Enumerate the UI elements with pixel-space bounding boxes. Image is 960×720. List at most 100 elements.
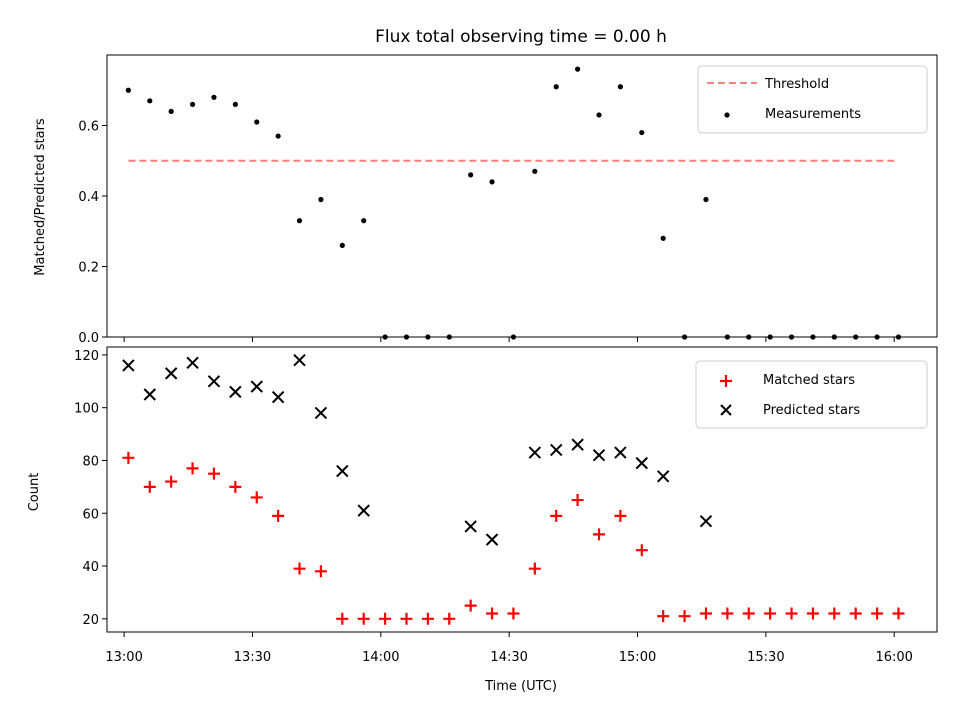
measurement-point: [189, 101, 196, 107]
measurement-point: [403, 334, 410, 340]
predicted-star-point: [550, 443, 563, 457]
matched-star-point: [593, 528, 606, 541]
y-tick-label: 120: [74, 349, 99, 364]
matched-star-point: [314, 565, 327, 578]
measurement-point: [446, 334, 452, 340]
measurement-point: [232, 101, 238, 107]
y-tick-label: 0.4: [78, 190, 99, 205]
matched-star-point: [699, 607, 712, 620]
legend-matched-label: Matched stars: [763, 373, 855, 388]
matched-star-point: [272, 509, 285, 522]
predicted-star-point: [656, 470, 670, 483]
matched-star-point: [207, 467, 220, 480]
predicted-star-point: [293, 353, 306, 367]
x-tick-label: 14:30: [490, 650, 527, 665]
y-tick-label: 100: [74, 402, 99, 417]
x-tick-label: 13:30: [234, 650, 271, 665]
matched-star-point: [143, 480, 156, 493]
predicted-star-point: [699, 514, 713, 528]
matched-star-point: [250, 491, 263, 504]
matched-star-point: [550, 509, 563, 522]
plot-frame: [106, 346, 938, 633]
matched-star-point: [464, 599, 477, 612]
matched-star-point: [507, 607, 520, 620]
matched-star-point: [571, 494, 584, 507]
matched-star-point: [165, 475, 178, 488]
predicted-star-point: [614, 446, 627, 459]
predicted-star-point: [122, 359, 135, 372]
measurement-point: [532, 168, 538, 174]
predicted-star-point: [464, 520, 477, 533]
measurement-point: [275, 133, 281, 139]
measurement-point: [895, 334, 902, 340]
legend-predicted-label: Predicted stars: [763, 403, 860, 418]
legend-bottom: Matched stars Predicted stars: [695, 360, 928, 429]
legend-threshold-label: Threshold: [764, 77, 829, 92]
matched-star-point: [122, 451, 135, 464]
matched-star-point: [806, 607, 819, 620]
predicted-star-point: [164, 367, 178, 380]
measurement-point: [211, 94, 217, 100]
measurement-point: [767, 334, 773, 340]
y-tick-label: 40: [82, 560, 99, 575]
matched-star-point: [892, 607, 905, 620]
top-subplot: 0.0 0.2 0.4 0.6: [78, 54, 938, 346]
matched-star-point: [871, 607, 884, 620]
measurement-point: [874, 334, 880, 340]
measurement-point: [746, 334, 752, 340]
measurement-point: [125, 87, 131, 93]
x-tick-label: 15:30: [747, 650, 784, 665]
y-tick-label: 0.0: [78, 331, 99, 346]
matched-star-point: [614, 509, 627, 522]
x-tick-label: 15:00: [619, 650, 656, 665]
predicted-star-point: [229, 385, 242, 399]
measurement-point: [639, 129, 645, 136]
predicted-star-point: [635, 456, 649, 470]
predicted-star-point: [186, 356, 199, 370]
measurement-point: [703, 196, 709, 203]
predicted-star-point: [314, 406, 328, 420]
measurement-point: [168, 108, 174, 114]
matched-star-point: [721, 607, 734, 620]
y-tick-label: 0.6: [78, 120, 99, 135]
measurement-point: [382, 334, 388, 340]
matched-star-point: [657, 610, 670, 623]
legend-predicted-swatch: [720, 404, 732, 416]
bottom-y-axis-label: Count: [27, 473, 42, 512]
measurement-point: [147, 98, 153, 104]
measurement-point: [339, 242, 345, 248]
matched-star-point: [785, 607, 798, 620]
matched-star-point: [400, 612, 413, 625]
measurement-point: [318, 196, 324, 203]
matched-star-point: [229, 480, 242, 493]
x-tick-label: 13:00: [105, 650, 142, 665]
predicted-star-point: [592, 448, 606, 462]
matched-star-point: [293, 562, 306, 575]
y-tick-label: 0.2: [78, 261, 99, 276]
predicted-star-point: [143, 388, 156, 401]
measurement-point: [510, 334, 517, 340]
predicted-star-point: [207, 375, 221, 388]
predicted-star-point: [357, 504, 370, 517]
measurement-point: [361, 218, 367, 224]
predicted-star-point: [271, 390, 285, 404]
matched-star-point: [764, 607, 777, 620]
chart-title: Flux total observing time = 0.00 h: [375, 27, 667, 47]
y-tick-label: 80: [82, 454, 99, 469]
legend-matched-swatch: [720, 375, 732, 387]
measurement-point: [254, 119, 260, 125]
bottom-subplot: 20 40 60 80 100 120 13:00 13:30 14:00 14:30 15:00 1…: [74, 346, 938, 665]
legend-measurements-swatch: [724, 112, 730, 118]
measurement-point: [831, 334, 837, 340]
top-y-axis-label: Matched/Predicted stars: [33, 118, 48, 276]
measurement-point: [617, 84, 624, 90]
measurement-point: [853, 334, 859, 340]
measurement-point: [596, 112, 602, 118]
matched-star-point: [421, 612, 434, 625]
measurement-point: [810, 334, 816, 340]
x-tick-label: 16:00: [875, 650, 912, 665]
matched-star-point: [828, 607, 841, 620]
measurement-point: [575, 66, 581, 72]
y-tick-label: 60: [82, 507, 99, 522]
matched-star-point: [635, 544, 648, 557]
